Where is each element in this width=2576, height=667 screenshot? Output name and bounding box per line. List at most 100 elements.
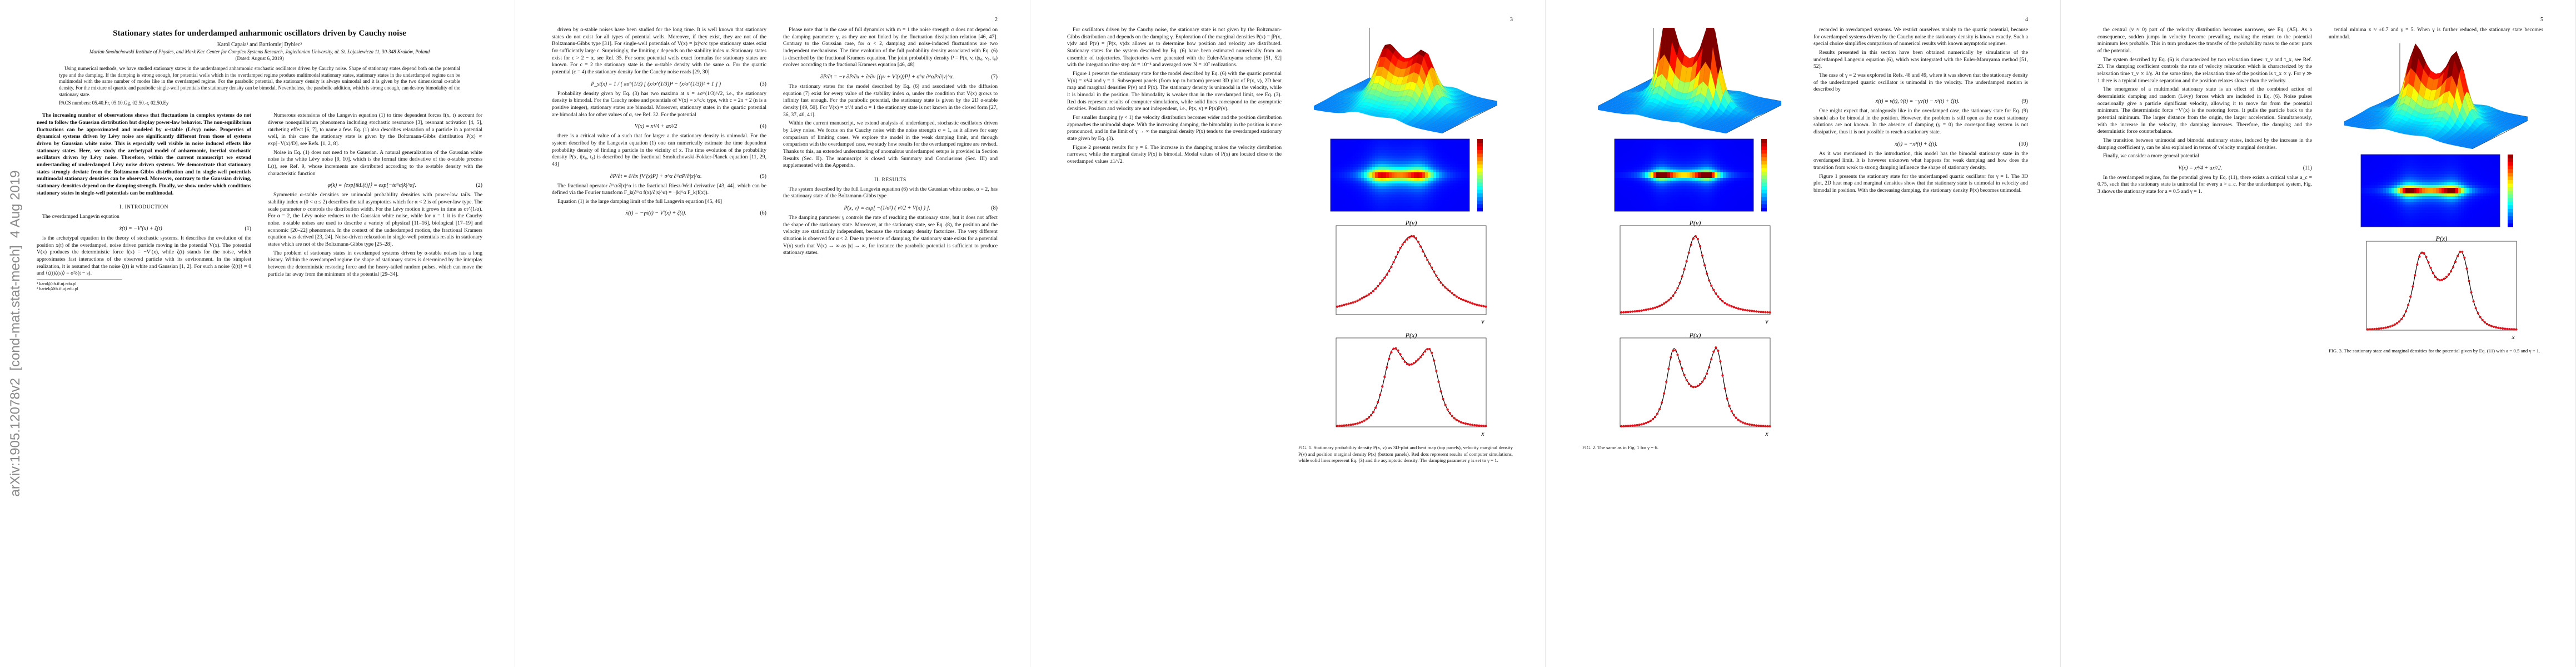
equation-body: ẋ(t) = −V′(x) + ζ(t) [119,225,162,232]
heat-cell [1397,200,1401,203]
heat-cell [1331,142,1334,145]
simulation-dot [1401,243,1404,246]
heat-cell [1453,181,1456,184]
heat-cell [1406,156,1409,159]
heat-cell [1659,206,1662,209]
heat-cell [1453,189,1456,192]
heat-cell [1350,142,1353,145]
heat-cell [1347,203,1351,206]
heat-cell [1642,195,1646,198]
heat-cell [1648,139,1651,142]
heat-cell [1386,200,1389,203]
heat-cell [1386,139,1389,142]
heat-cell [1461,203,1464,206]
heat-cell [1422,189,1426,192]
heat-cell [1684,192,1687,195]
heat-cell [1442,167,1445,170]
heat-cell [1631,139,1635,142]
heat-cell [1642,183,1646,187]
heat-cell [1712,172,1715,176]
heat-cell [1715,186,1718,190]
heat-cell [1731,195,1735,198]
heat-cell [1667,164,1671,167]
heat-cell [1651,145,1654,148]
heat-cell [1381,142,1384,145]
heat-cell [1433,139,1437,142]
heat-cell [1333,150,1337,153]
heat-cell [1361,156,1364,159]
simulation-dot [1728,405,1731,407]
heat-cell [1712,206,1715,209]
heat-cell [1336,197,1339,201]
heat-cell [1742,172,1746,176]
heat-cell [1692,186,1696,190]
heat-cell [1742,147,1746,151]
heat-cell [1383,189,1387,192]
simulation-dot [1412,235,1416,238]
heat-cell [1642,186,1646,190]
heat-cell [1447,170,1451,173]
heat-cell [1667,197,1671,201]
curve [1336,236,1487,307]
heat-cell [1651,186,1654,190]
heat-cell [1642,158,1646,162]
heat-cell [1640,206,1643,209]
simulation-dot [1347,302,1350,305]
heat-cell [1717,183,1721,187]
heat-cell [1439,153,1442,156]
heat-cell [1667,195,1671,198]
heat-cell [1408,145,1412,148]
heat-cell [1656,170,1660,173]
heat-cell [1742,167,1746,170]
surface-cell [1710,129,1718,132]
heat-cell [1333,164,1337,167]
heat-cell [1690,167,1693,170]
heat-cell [1403,206,1406,209]
heat-cell [1433,172,1437,176]
equation-body: ẍ(t) = −γẋ(t) − V′(x) + ζ(t). [625,210,686,217]
heat-cell [1703,181,1707,184]
heat-cell [1458,153,1462,156]
heat-cell [1648,206,1651,209]
heat-cell [1695,192,1698,195]
heat-cell [1464,189,1467,192]
heat-cell [1676,139,1679,142]
heat-cell [1715,172,1718,176]
heat-cell [1350,139,1353,142]
heat-cell [1670,164,1673,167]
heat-cell [1419,197,1423,201]
heat-cell [1411,158,1414,162]
heat-cell [1372,161,1376,165]
heat-cell [1720,172,1723,176]
heat-cell [1364,181,1367,184]
heat-cell [1461,195,1464,198]
colorbar-cell [1477,204,1483,208]
colorbar-cell [1761,157,1767,161]
heat-cell [1737,200,1740,203]
heat-cell [1692,170,1696,173]
heat-cell [1634,186,1637,190]
heat-cell [1662,183,1665,187]
heat-cell [1720,164,1723,167]
heat-cell [1634,150,1637,153]
heat-cell [1623,197,1626,201]
heat-cell [1397,170,1401,173]
heat-cell [1439,175,1442,178]
heat-cell [1369,170,1373,173]
simulation-dot [1629,310,1632,313]
heat-cell [1681,208,1685,212]
heat-cell [1703,161,1707,165]
heat-cell [1444,147,1448,151]
heat-cell [1400,158,1403,162]
heat-cell [1403,164,1406,167]
heat-cell [1433,203,1437,206]
heat-cell [1369,145,1373,148]
simulation-dot [1442,284,1444,287]
heat-cell [1403,183,1406,187]
section-heading: II. RESULTS [874,176,906,183]
heat-cell [1397,172,1401,176]
heat-cell [1751,178,1754,181]
heat-cell [1737,178,1740,181]
heat-cell [1751,186,1754,190]
heat-cell [1703,200,1707,203]
